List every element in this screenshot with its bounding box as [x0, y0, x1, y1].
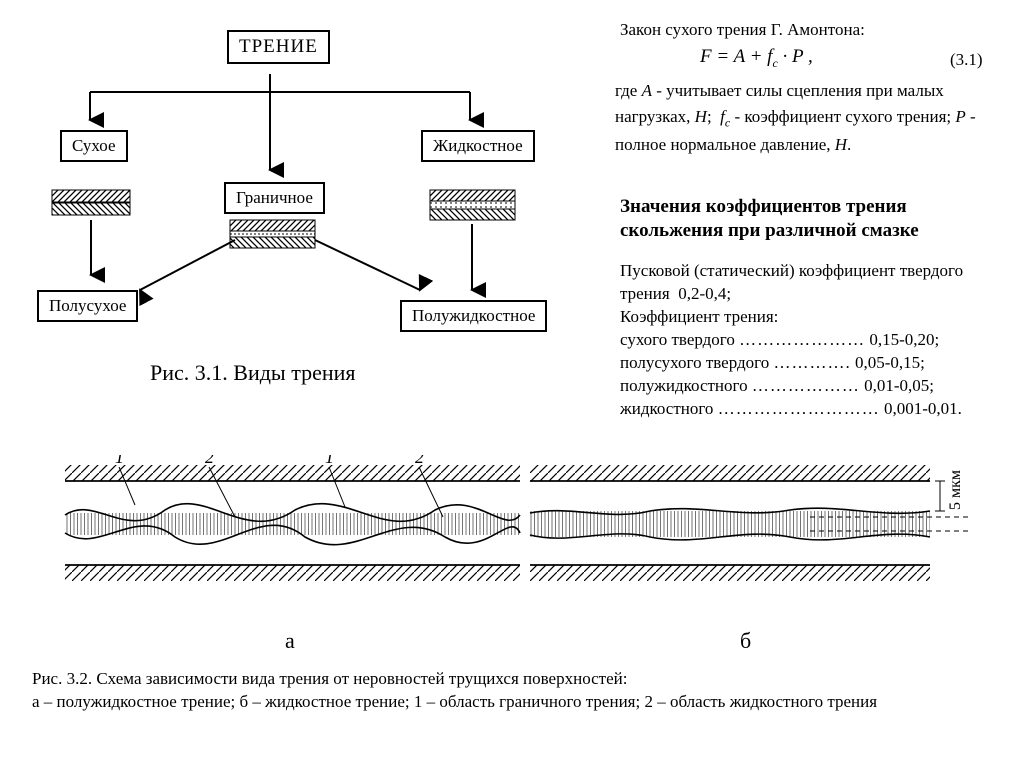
fig32-label-a: а: [285, 628, 295, 654]
node-boundary: Граничное: [224, 182, 325, 214]
fig31-caption: Рис. 3.1. Виды трения: [150, 360, 356, 386]
coef-row: полужидкостного ……………… 0,01-0,05;: [620, 375, 1010, 398]
node-dry: Сухое: [60, 130, 128, 162]
formula: F = A + fc · P ,: [700, 46, 813, 71]
svg-text:2: 2: [415, 455, 424, 467]
law-title: Закон сухого трения Г. Амонтона:: [620, 18, 1000, 42]
svg-text:2: 2: [205, 455, 214, 467]
fig32-caption-2: а – полужидкостное трение; б – жидкостно…: [32, 691, 992, 714]
coef-block: Пусковой (статический) коэффициент тверд…: [620, 260, 1010, 421]
coef-heading: Значения коэффициентов трения скольжения…: [620, 195, 1000, 243]
node-root: ТРЕНИЕ: [227, 30, 330, 64]
coef-row: сухого твердого ………………… 0,15-0,20;: [620, 329, 1010, 352]
node-semifluid: Полужидкостное: [400, 300, 547, 332]
fig32-panels: 1 2 1 2 5 мкм: [45, 455, 985, 625]
coef-row: полусухого твердого …………. 0,05-0,15;: [620, 352, 1010, 375]
node-semidry: Полусухое: [37, 290, 138, 322]
coef-static-value: 0,2-0,4;: [678, 284, 731, 303]
fig32-caption-1: Рис. 3.2. Схема зависимости вида трения …: [32, 668, 992, 691]
formula-num: (3.1): [950, 48, 983, 72]
law-explain: где A - учитывает силы сцепления при мал…: [615, 78, 1010, 159]
fig32-label-b: б: [740, 628, 751, 654]
coef-static-label: Пусковой (статический) коэффициент тверд…: [620, 261, 963, 303]
coef-row: жидкостного ……………………… 0,001-0,01.: [620, 398, 1010, 421]
coef-list-label: Коэффициент трения:: [620, 306, 1010, 329]
svg-text:1: 1: [115, 455, 124, 467]
scale-label: 5 мкм: [947, 470, 964, 510]
node-fluid: Жидкостное: [421, 130, 535, 162]
svg-text:1: 1: [325, 455, 334, 467]
